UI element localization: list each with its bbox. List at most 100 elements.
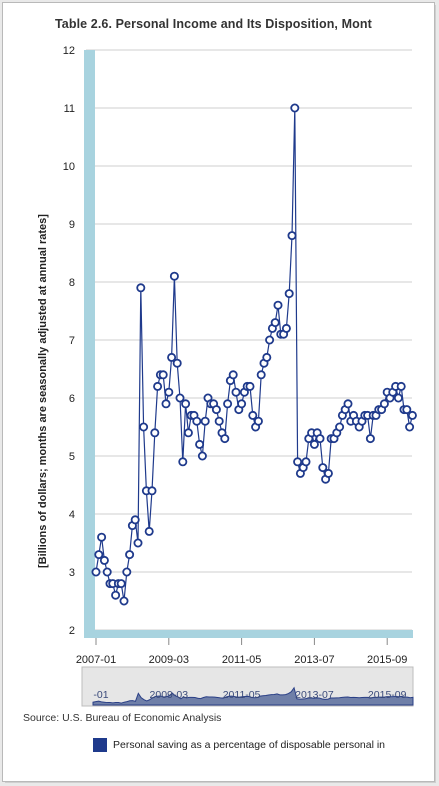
data-point: [119, 596, 129, 606]
data-point: [99, 555, 109, 565]
data-point: [144, 526, 154, 536]
data-point: [172, 358, 182, 368]
data-point: [211, 405, 221, 415]
data-point: [116, 579, 126, 589]
data-point: [284, 289, 294, 299]
data-point: [158, 370, 168, 380]
data-point: [396, 381, 406, 391]
data-point: [200, 416, 210, 426]
x-scroll-band: [84, 630, 413, 638]
data-point: [248, 410, 258, 420]
data-point: [228, 370, 238, 380]
data-point: [402, 405, 412, 415]
navigator-tick-label: 2013-07: [295, 689, 334, 701]
legend[interactable]: Personal saving as a percentage of dispo…: [93, 736, 385, 754]
data-point: [192, 416, 202, 426]
data-point: [293, 457, 303, 467]
data-point: [130, 515, 140, 525]
data-point: [287, 231, 297, 241]
data-point: [270, 318, 280, 328]
data-point: [315, 434, 325, 444]
data-point: [94, 550, 104, 560]
y-scroll-band: [84, 50, 95, 637]
data-point: [161, 399, 171, 409]
data-point: [256, 370, 266, 380]
series: [91, 103, 417, 606]
data-point: [262, 352, 272, 362]
data-point: [91, 567, 101, 577]
data-point: [133, 538, 143, 548]
data-point: [150, 428, 160, 438]
data-point: [178, 457, 188, 467]
data-point: [301, 457, 311, 467]
data-point: [231, 387, 241, 397]
y-tick-label: 5: [69, 451, 75, 463]
data-point: [111, 590, 121, 600]
data-point: [318, 463, 328, 473]
x-tick-label: 2009-03: [149, 654, 189, 666]
data-point: [214, 416, 224, 426]
y-tick-label: 11: [64, 103, 75, 115]
data-point: [181, 399, 191, 409]
x-tick-label: 2013-07: [294, 654, 334, 666]
data-point: [290, 103, 300, 113]
y-ticks: 2 3 4 5 6 7 8 9 10 11 12: [63, 45, 75, 637]
y-tick-label: 4: [69, 509, 75, 521]
data-point: [343, 399, 353, 409]
data-point: [197, 451, 207, 461]
y-tick-label: 6: [69, 393, 75, 405]
series-line: [95, 107, 413, 602]
data-point: [164, 387, 174, 397]
y-tick-label: 8: [69, 277, 75, 289]
chart-svg[interactable]: 2 3 4 5 6 7 8 9 10 11 12 2007-01 2009-03 2011-05 2013…: [3, 3, 434, 708]
data-point: [273, 300, 283, 310]
data-point: [393, 393, 403, 403]
data-point: [183, 428, 193, 438]
navigator-tick-label: -01: [93, 689, 108, 701]
data-point: [195, 439, 205, 449]
data-point: [220, 434, 230, 444]
data-point: [175, 393, 185, 403]
scroll-bands: [84, 50, 413, 638]
y-tick-label: 10: [63, 161, 75, 173]
data-point: [125, 550, 135, 560]
data-point: [97, 532, 107, 542]
data-point: [323, 468, 333, 478]
data-point: [309, 439, 319, 449]
data-point: [223, 399, 233, 409]
navigator-area: [92, 686, 414, 706]
data-point: [122, 567, 132, 577]
chart-title: Table 2.6. Personal Income and Its Dispo…: [55, 17, 372, 31]
x-ticks: 2007-01 2009-03 2011-05 2013-07 2015-09: [76, 638, 407, 666]
navigator-tick-label: 2009-03: [150, 689, 189, 701]
data-point: [102, 567, 112, 577]
chart-frame: Table 2.6. Personal Income and Its Dispo…: [2, 2, 435, 782]
source-note: Source: U.S. Bureau of Economic Analysis: [23, 712, 222, 724]
x-tick-label: 2015-09: [367, 654, 407, 666]
data-point: [136, 283, 146, 293]
y-tick-label: 2: [69, 625, 75, 637]
x-tick-label: 2011-05: [222, 654, 262, 666]
data-point: [147, 486, 157, 496]
y-tick-label: 9: [69, 219, 75, 231]
data-point: [253, 416, 263, 426]
legend-label: Personal saving as a percentage of dispo…: [113, 738, 386, 751]
navigator[interactable]: -01 2009-03 2011-05 2013-07 2015-09: [81, 666, 414, 707]
data-point: [335, 422, 345, 432]
data-point: [139, 422, 149, 432]
data-point: [365, 434, 375, 444]
y-tick-label: 3: [69, 567, 75, 579]
data-point: [405, 422, 415, 432]
data-point: [167, 352, 177, 362]
legend-swatch: [93, 737, 107, 752]
data-point: [281, 323, 291, 333]
navigator-tick-label: 2015-09: [368, 689, 407, 701]
data-point: [407, 410, 417, 420]
y-tick-label: 12: [63, 45, 75, 57]
data-point: [169, 271, 179, 281]
data-point: [379, 399, 389, 409]
data-point: [265, 335, 275, 345]
navigator-tick-label: 2011-05: [223, 689, 261, 701]
data-point: [245, 381, 255, 391]
x-tick-label: 2007-01: [76, 654, 116, 666]
